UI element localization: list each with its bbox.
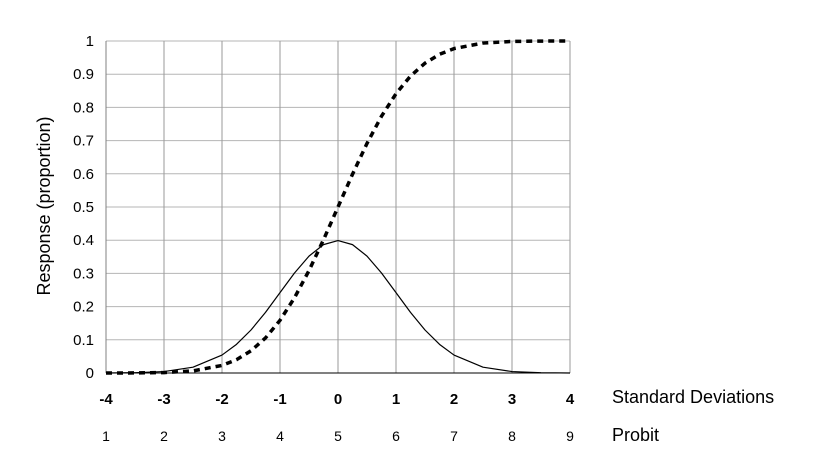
probit-tick-label: 1 [102, 428, 110, 444]
x-axis-label: Standard Deviations [612, 387, 774, 407]
x-tick-label: -1 [273, 391, 286, 408]
chart-series [105, 39, 571, 375]
y-tick-label: 0.7 [73, 133, 94, 150]
x-tick-label: 1 [392, 391, 400, 408]
y-tick-label: 0.4 [73, 232, 94, 249]
probit-tick-label: 9 [566, 428, 574, 444]
probit-axis-label: Probit [612, 425, 659, 445]
probit-tick-label: 4 [276, 428, 284, 444]
x-tick-label: 0 [334, 391, 342, 408]
y-axis-label: Response (proportion) [34, 116, 54, 295]
y-tick-label: 1 [86, 33, 94, 50]
probit-tick-label: 5 [334, 428, 342, 444]
probit-tick-label: 2 [160, 428, 168, 444]
probit-tick-labels: 1 2 3 4 5 6 7 8 9 [102, 428, 574, 444]
probit-tick-label: 3 [218, 428, 226, 444]
chart-grid [105, 40, 571, 374]
series-line-density [105, 239, 571, 374]
y-tick-label: 0.1 [73, 332, 94, 349]
y-tick-label: 0.5 [73, 199, 94, 216]
y-tick-label: 0 [86, 365, 94, 382]
y-tick-label: 0.2 [73, 299, 94, 316]
probit-tick-label: 7 [450, 428, 458, 444]
x-tick-label: 3 [508, 391, 516, 408]
y-tick-label: 0.8 [73, 99, 94, 116]
y-tick-label: 0.6 [73, 166, 94, 183]
y-tick-label: 0.9 [73, 66, 94, 83]
x-tick-label: -3 [157, 391, 170, 408]
probit-tick-label: 8 [508, 428, 516, 444]
x-tick-label: 4 [566, 391, 575, 408]
y-tick-labels: 0 0.1 0.2 0.3 0.4 0.5 0.6 0.7 0.8 0.9 1 [73, 33, 94, 382]
x-tick-label: -4 [99, 391, 113, 408]
x-tick-label: 2 [450, 391, 458, 408]
y-tick-label: 0.3 [73, 265, 94, 282]
series-line-cumulative [105, 39, 571, 375]
x-tick-labels: -4 -3 -2 -1 0 1 2 3 4 [99, 391, 575, 408]
x-tick-label: -2 [215, 391, 228, 408]
probit-tick-label: 6 [392, 428, 400, 444]
